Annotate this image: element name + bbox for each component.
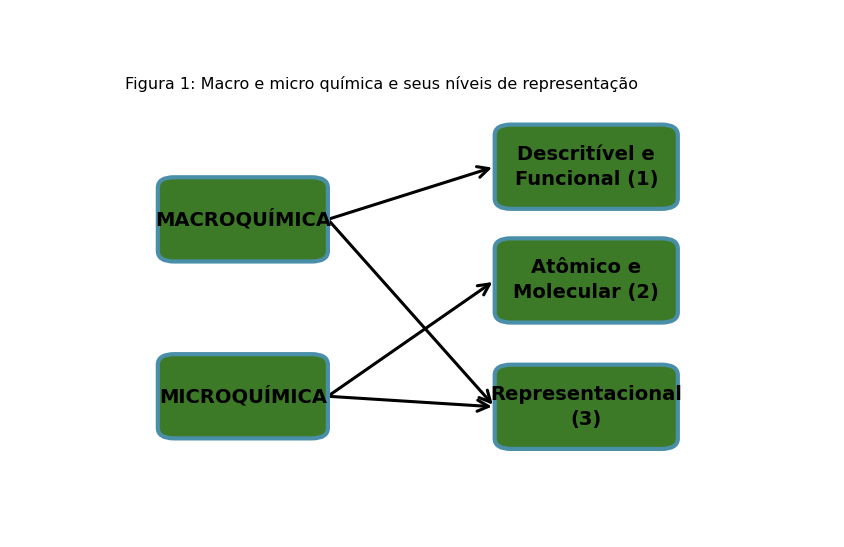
FancyBboxPatch shape — [495, 125, 678, 209]
FancyBboxPatch shape — [158, 354, 327, 438]
Text: MICROQUÍMICA: MICROQUÍMICA — [159, 386, 327, 406]
Text: MACROQUÍMICA: MACROQUÍMICA — [154, 209, 331, 230]
FancyBboxPatch shape — [158, 177, 327, 261]
FancyBboxPatch shape — [495, 238, 678, 323]
Text: Descritível e
Funcional (1): Descritível e Funcional (1) — [515, 145, 658, 189]
Text: Representacional
(3): Representacional (3) — [490, 385, 682, 429]
Text: Figura 1: Macro e micro química e seus níveis de representação: Figura 1: Macro e micro química e seus n… — [125, 76, 638, 92]
Text: Atômico e
Molecular (2): Atômico e Molecular (2) — [513, 258, 659, 302]
FancyBboxPatch shape — [495, 365, 678, 449]
